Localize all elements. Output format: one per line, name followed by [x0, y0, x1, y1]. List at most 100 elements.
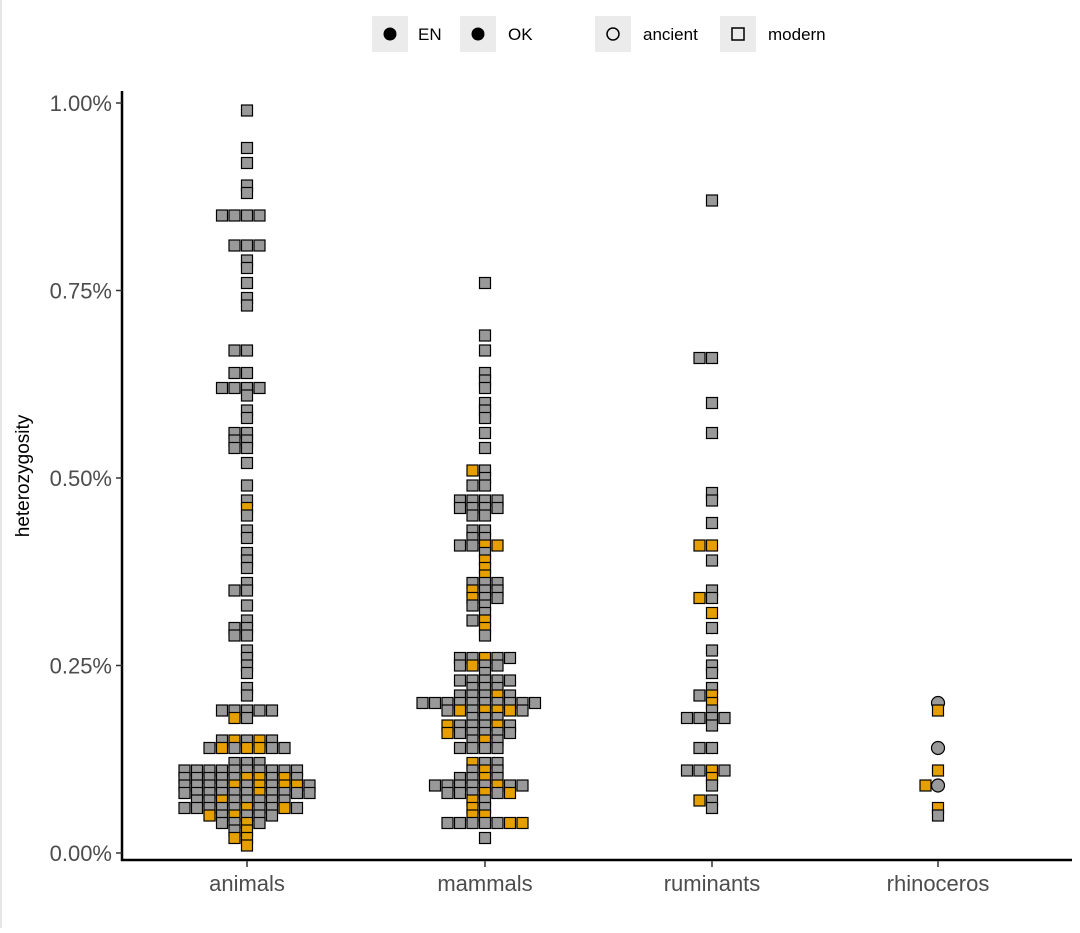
y-tick: 0.75% — [50, 279, 122, 304]
data-point-animals-ok — [228, 209, 241, 222]
data-point-mammals-ok — [503, 651, 517, 665]
legend-square-icon — [731, 27, 745, 41]
data-point-animals-ok — [240, 104, 254, 117]
data-point-ruminants-ok — [705, 644, 719, 657]
data-point-mammals-en — [466, 464, 479, 477]
y-axis-ticks: 0.00% 0.25% 0.50% 0.75% 1.00% — [50, 91, 122, 866]
data-point-mammals-ok — [466, 599, 479, 612]
data-point-mammals-ok — [466, 614, 479, 627]
data-point-ruminants-ok — [705, 719, 719, 732]
legend-dot-en — [383, 27, 397, 41]
data-point-mammals-ok — [453, 726, 467, 740]
data-point-ruminants-ok — [705, 351, 719, 365]
data-point-animals-ok — [240, 366, 254, 380]
x-tick: animals — [209, 861, 285, 896]
data-point-ruminants-ok — [693, 689, 706, 702]
data-point-animals-ok — [228, 741, 241, 755]
data-point-mammals-en — [503, 816, 517, 830]
data-point-animals-ok — [228, 584, 241, 597]
data-point-animals-ok — [240, 531, 254, 545]
data-point-mammals-ok — [453, 741, 467, 755]
y-tick-label: 0.50% — [50, 466, 112, 491]
legend-label-ancient: ancient — [643, 25, 698, 44]
data-point-animals-ok — [240, 666, 254, 680]
data-point-rhinoceros-ok — [931, 809, 945, 822]
data-point-mammals-ok — [466, 741, 479, 755]
data-point-rhinoceros-en — [919, 779, 932, 792]
legend-key-modern — [720, 16, 756, 52]
data-point-animals-ok — [240, 276, 254, 290]
data-point-ruminants-ok — [693, 711, 706, 725]
data-point-mammals-ok — [491, 659, 504, 672]
data-point-ruminants-ok — [705, 494, 719, 507]
data-point-animals-en — [240, 839, 254, 852]
data-point-animals-en — [228, 831, 241, 845]
data-point-mammals-ok — [478, 479, 492, 492]
data-point-mammals-ok — [466, 539, 479, 552]
legend-circle-icon — [606, 27, 620, 41]
data-point-animals-ok — [240, 711, 254, 725]
data-point-mammals-ok — [516, 779, 529, 792]
data-point-mammals-ok — [453, 674, 467, 687]
data-point-mammals-ok — [466, 479, 479, 492]
data-point-mammals-en — [441, 726, 454, 740]
data-point-ruminants-ok — [705, 801, 719, 815]
data-point-ruminants-en — [693, 794, 706, 807]
x-category-label: mammals — [437, 871, 532, 896]
data-point-ruminants-ok — [705, 396, 719, 410]
data-point-animals-ok — [228, 344, 241, 357]
data-point-animals-ok — [228, 366, 241, 380]
data-point-mammals-ok — [428, 696, 442, 710]
data-point-animals-ok — [215, 704, 229, 717]
data-point-mammals-ok — [441, 704, 454, 717]
data-point-animals-ok — [203, 741, 216, 755]
data-point-animals-en — [228, 711, 241, 725]
data-point-animals-ok — [240, 186, 254, 200]
data-point-animals-ok — [265, 704, 279, 717]
data-point-animals-ok — [240, 209, 254, 222]
data-point-mammals-ok — [478, 441, 492, 455]
y-tick: 0.25% — [50, 654, 122, 679]
data-point-ruminants-en — [693, 539, 706, 552]
data-point-animals-ok — [240, 344, 254, 357]
data-point-ruminants-en — [693, 591, 706, 605]
data-point-mammals-ok — [503, 726, 517, 740]
y-tick: 0.50% — [50, 466, 122, 491]
data-point-animals-ok — [240, 456, 254, 470]
data-point-mammals-ok — [478, 509, 492, 522]
data-point-mammals-en — [503, 704, 517, 717]
data-point-ruminants-en — [705, 539, 719, 552]
data-point-animals-ok — [178, 801, 191, 815]
data-point-mammals-ok — [503, 674, 517, 687]
data-point-ruminants-ok — [705, 621, 719, 635]
legend-item-ok: OK — [460, 16, 533, 52]
data-point-mammals-ok — [453, 816, 467, 830]
data-point-animals-en — [253, 741, 266, 755]
data-point-mammals-ok — [441, 816, 454, 830]
data-point-mammals-ok — [478, 411, 492, 425]
data-point-mammals-ok — [466, 509, 479, 522]
data-point-animals-ok — [303, 786, 316, 800]
data-point-ruminants-ok — [693, 741, 706, 755]
x-tick: rhinoceros — [887, 861, 989, 896]
data-point-animals-ok — [253, 704, 266, 717]
data-point-ruminants-ok — [705, 554, 719, 567]
data-point-mammals-ok — [453, 659, 467, 672]
y-tick-label: 0.25% — [50, 654, 112, 679]
data-point-mammals-ok — [441, 786, 454, 800]
data-point-animals-ok — [228, 381, 241, 395]
data-point-mammals-ok — [416, 696, 429, 710]
data-point-ruminants-ok — [680, 711, 694, 725]
data-point-animals-ok — [240, 509, 254, 522]
legend-label-ok: OK — [508, 25, 533, 44]
data-point-rhinoceros-en — [931, 764, 945, 777]
data-point-ruminants-ok — [705, 779, 719, 792]
data-point-ruminants-ok — [693, 351, 706, 365]
data-point-animals-ok — [240, 261, 254, 275]
data-point-rhinoceros-ok — [930, 740, 946, 756]
data-point-mammals-en — [466, 659, 479, 672]
data-point-animals-ok — [215, 209, 229, 222]
